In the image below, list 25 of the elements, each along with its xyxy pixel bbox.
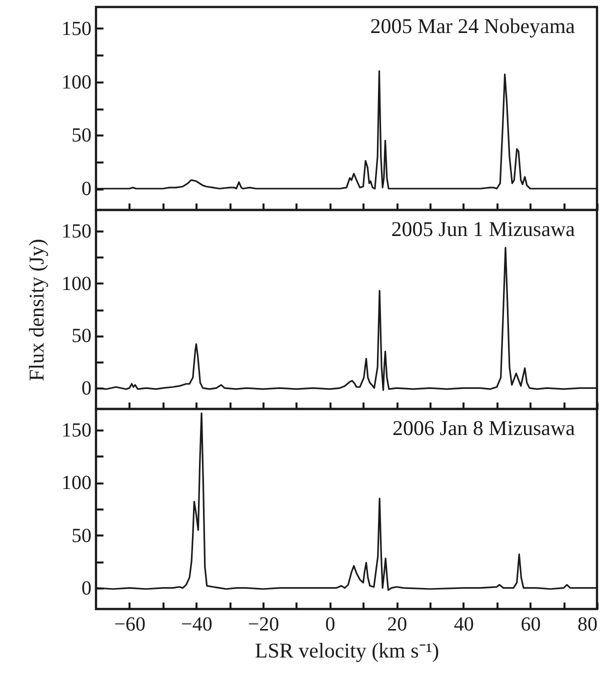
y-tick-label: 100: [62, 272, 92, 295]
y-tick-label: 50: [72, 524, 92, 547]
y-tick-label: 150: [62, 220, 92, 242]
x-tick-label: −60: [114, 614, 146, 636]
y-tick-label: 150: [62, 420, 92, 442]
x-tick-label: −40: [181, 614, 212, 636]
x-tick-label: 0: [325, 614, 336, 636]
y-tick-label: 0: [82, 577, 92, 600]
x-tick-label: −20: [248, 614, 280, 636]
y-tick-label: 100: [62, 71, 92, 94]
y-tick-label: 150: [62, 18, 92, 40]
annotation: 2005 Mar 24 Nobeyama: [370, 14, 576, 38]
annotation: 2005 Jun 1 Mizusawa: [391, 217, 576, 241]
x-tick-label: 60: [520, 614, 541, 636]
x-axis-title: LSR velocity (km s⁻¹): [254, 638, 440, 662]
y-tick-label: 0: [82, 378, 92, 400]
y-axis-title: Flux density (Jy): [24, 238, 48, 382]
x-tick-label: 20: [387, 614, 408, 636]
x-tick-label: 80: [578, 614, 598, 636]
y-tick-label: 0: [82, 178, 92, 200]
y-tick-label: 100: [62, 472, 92, 494]
annotation: 2006 Jan 8 Mizusawa: [392, 416, 576, 440]
x-tick-label: 40: [454, 614, 474, 636]
y-tick-label: 50: [72, 124, 92, 147]
y-tick-label: 50: [72, 325, 92, 348]
